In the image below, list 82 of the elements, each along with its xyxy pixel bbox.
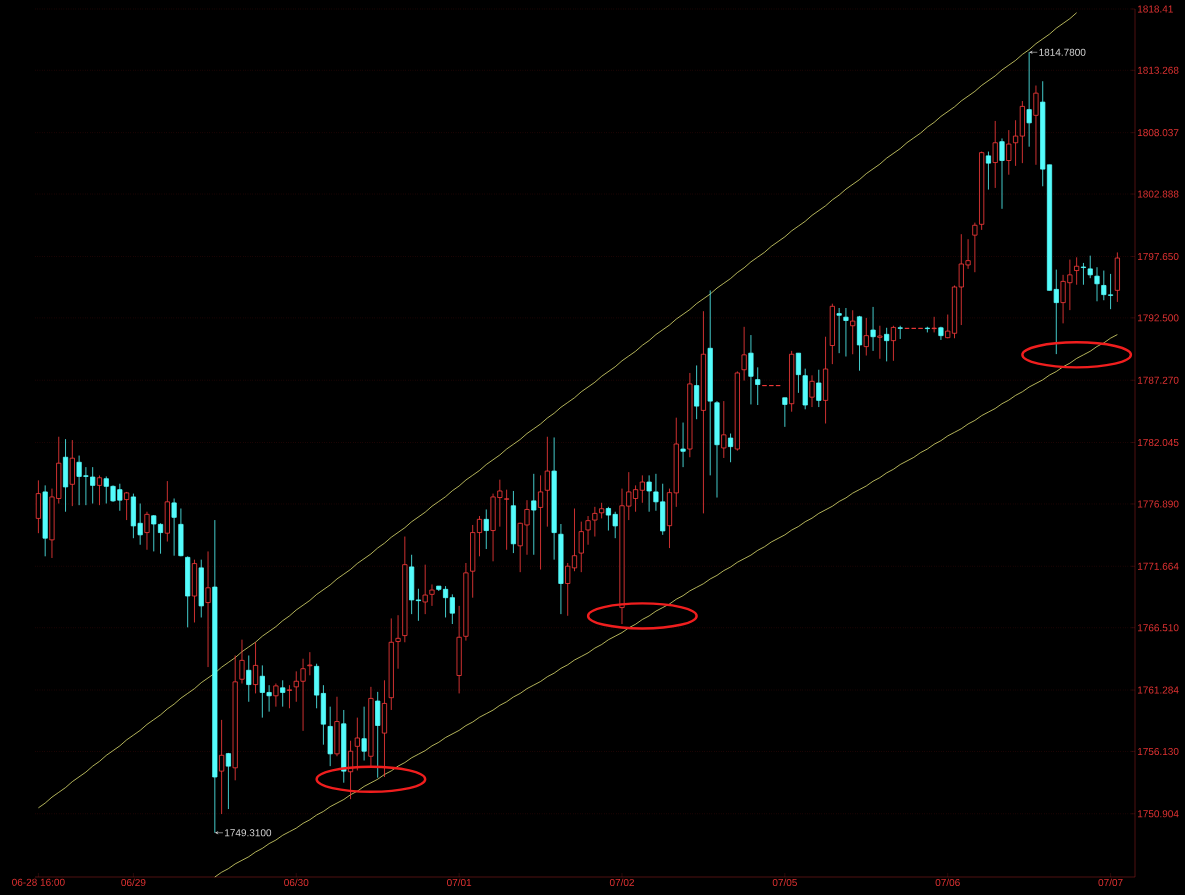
candlestick bbox=[205, 551, 211, 668]
candlestick bbox=[782, 397, 788, 428]
candlestick bbox=[1013, 119, 1019, 167]
candlestick bbox=[694, 365, 700, 420]
candlestick bbox=[809, 374, 815, 408]
candlestick bbox=[273, 683, 279, 708]
candlestick bbox=[286, 684, 293, 709]
candlestick bbox=[721, 400, 727, 459]
annotation: 1814.7800 bbox=[1039, 48, 1086, 56]
y-tick-label: 1756.130 bbox=[1137, 747, 1179, 755]
y-tick-label: 1761.284 bbox=[1137, 686, 1179, 694]
candlestick bbox=[639, 474, 645, 504]
y-tick-label: 1766.510 bbox=[1137, 624, 1179, 632]
x-tick-label: 07/01 bbox=[447, 878, 472, 887]
candlestick bbox=[504, 489, 510, 551]
x-tick-label: 07/02 bbox=[609, 878, 634, 887]
candlestick bbox=[748, 334, 754, 405]
candlestick bbox=[219, 719, 225, 815]
candlestick bbox=[890, 325, 896, 362]
candlestick bbox=[252, 641, 259, 694]
candlestick bbox=[531, 473, 537, 556]
candlestick bbox=[124, 491, 130, 521]
candlestick bbox=[870, 306, 876, 352]
candlestick bbox=[897, 325, 903, 340]
candlestick bbox=[843, 307, 849, 357]
candlestick bbox=[1087, 255, 1093, 279]
candlestick bbox=[415, 588, 421, 622]
candlestick bbox=[877, 325, 883, 360]
candlestick bbox=[850, 309, 856, 355]
y-tick-label: 1808.037 bbox=[1137, 129, 1179, 137]
candlestick bbox=[246, 655, 252, 703]
candlestick bbox=[354, 717, 360, 771]
candlestick bbox=[1074, 256, 1080, 286]
y-tick-label: 1813.268 bbox=[1137, 66, 1179, 74]
candlestick bbox=[931, 316, 937, 333]
candlestick bbox=[727, 433, 734, 463]
candlestick bbox=[483, 509, 489, 550]
y-tick-label: 1818.41 bbox=[1137, 5, 1173, 13]
candlestick bbox=[992, 120, 998, 189]
x-tick-label: 07/07 bbox=[1098, 878, 1123, 887]
candlestick bbox=[361, 706, 367, 761]
candlestick bbox=[972, 222, 978, 273]
x-tick-label: 07/06 bbox=[935, 878, 960, 887]
candlestick bbox=[395, 614, 401, 670]
y-tick-label: 1750.904 bbox=[1137, 810, 1179, 818]
candlestick bbox=[1006, 129, 1012, 176]
candlestick bbox=[96, 475, 103, 506]
candlestick bbox=[537, 474, 544, 570]
x-tick-label: 07/05 bbox=[772, 878, 797, 887]
candlestick bbox=[884, 327, 890, 362]
annotation: 1749.3100 bbox=[225, 829, 272, 837]
candlestick bbox=[755, 366, 761, 406]
candlestick bbox=[795, 352, 801, 394]
y-tick-label: 1771.664 bbox=[1137, 562, 1179, 570]
y-tick-label: 1787.270 bbox=[1137, 376, 1179, 384]
candlestick bbox=[239, 639, 245, 684]
y-tick-label: 1776.890 bbox=[1137, 500, 1179, 508]
y-tick-label: 1792.500 bbox=[1137, 314, 1179, 322]
candlestick bbox=[225, 752, 231, 810]
y-tick-label: 1797.650 bbox=[1137, 252, 1179, 261]
candlestick bbox=[999, 138, 1005, 210]
x-tick-label: 06/30 bbox=[284, 878, 309, 887]
candlestick bbox=[1094, 266, 1100, 302]
x-tick-label: 06/29 bbox=[121, 878, 146, 887]
candlestick bbox=[1033, 85, 1039, 166]
candlestick bbox=[449, 593, 455, 625]
candlestick bbox=[171, 498, 177, 557]
x-tick-label: 06-28 16:00 bbox=[12, 878, 65, 886]
candlestick bbox=[985, 151, 992, 191]
candlestick bbox=[816, 369, 822, 408]
candlestick bbox=[307, 651, 313, 676]
candlestick bbox=[578, 521, 584, 573]
y-tick-label: 1802.888 bbox=[1137, 190, 1179, 198]
candlestick bbox=[863, 317, 869, 356]
candlestick bbox=[741, 326, 747, 381]
candlestick bbox=[544, 436, 550, 528]
candlestick bbox=[144, 511, 150, 551]
candlestick bbox=[1080, 262, 1087, 286]
candlestick bbox=[836, 307, 842, 354]
y-tick-label: 1782.045 bbox=[1137, 438, 1179, 447]
candlestick bbox=[280, 679, 286, 708]
candlestick bbox=[680, 422, 686, 468]
